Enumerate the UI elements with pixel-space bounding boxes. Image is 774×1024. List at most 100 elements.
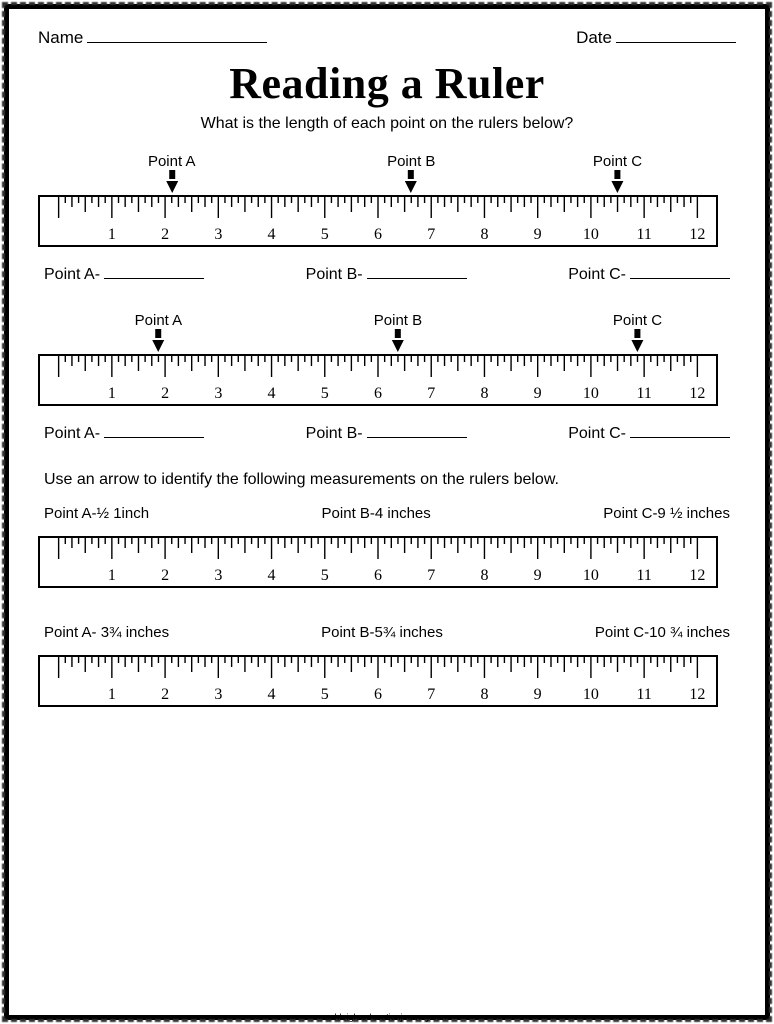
section-read-rulers: Point APoint BPoint C123456789101112Poin…	[38, 153, 736, 443]
svg-text:2: 2	[161, 385, 169, 402]
spacer	[38, 588, 736, 624]
svg-text:6: 6	[374, 385, 382, 402]
svg-text:11: 11	[636, 567, 651, 584]
marker-label: Point A	[148, 153, 196, 170]
answer-label: Point A-	[44, 266, 100, 284]
svg-text:12: 12	[689, 686, 705, 703]
svg-text:8: 8	[480, 385, 488, 402]
svg-text:7: 7	[427, 686, 435, 703]
marker-label: Point A	[135, 312, 183, 329]
svg-text:3: 3	[214, 385, 222, 402]
date-label: Date	[576, 28, 612, 48]
svg-text:9: 9	[534, 567, 542, 584]
ruler-svg: 123456789101112	[38, 354, 718, 406]
svg-text:9: 9	[534, 226, 542, 243]
svg-text:5: 5	[321, 385, 329, 402]
arrow-stem	[615, 170, 621, 179]
answer-label: Point A-	[44, 425, 100, 443]
page-title: Reading a Ruler	[38, 58, 736, 109]
name-label: Name	[38, 28, 83, 48]
svg-text:4: 4	[268, 385, 276, 402]
answer-blank[interactable]	[104, 265, 204, 279]
svg-text:10: 10	[583, 686, 599, 703]
svg-text:1: 1	[108, 686, 116, 703]
answer-blank[interactable]	[104, 424, 204, 438]
answer-blank[interactable]	[630, 265, 730, 279]
svg-text:12: 12	[689, 385, 705, 402]
targets-row: Point A-½ 1inchPoint B-4 inchesPoint C-9…	[44, 505, 730, 522]
header-line: Name Date	[38, 28, 736, 48]
ruler-marker: Point B	[374, 312, 422, 352]
name-blank[interactable]	[87, 29, 267, 43]
svg-text:4: 4	[268, 226, 276, 243]
arrow-down-icon	[405, 181, 417, 193]
arrow-down-icon	[631, 340, 643, 352]
svg-text:10: 10	[583, 226, 599, 243]
ruler-wrap: 123456789101112	[38, 354, 736, 406]
answer-blank[interactable]	[630, 424, 730, 438]
answer-label: Point C-	[568, 266, 626, 284]
date-field: Date	[576, 28, 736, 48]
svg-text:1: 1	[108, 226, 116, 243]
svg-text:6: 6	[374, 686, 382, 703]
svg-text:10: 10	[583, 567, 599, 584]
svg-text:9: 9	[534, 385, 542, 402]
marker-label: Point B	[387, 153, 435, 170]
target-label: Point B-5¾ inches	[321, 624, 443, 641]
svg-text:7: 7	[427, 226, 435, 243]
answer-field: Point C-	[568, 424, 730, 443]
date-blank[interactable]	[616, 29, 736, 43]
svg-text:6: 6	[374, 567, 382, 584]
svg-text:11: 11	[636, 385, 651, 402]
svg-text:10: 10	[583, 385, 599, 402]
arrow-stem	[634, 329, 640, 338]
marker-label: Point C	[613, 312, 662, 329]
answer-label: Point B-	[306, 266, 363, 284]
arrow-stem	[408, 170, 414, 179]
ruler-marker: Point C	[613, 312, 662, 352]
arrow-stem	[169, 170, 175, 179]
svg-text:6: 6	[374, 226, 382, 243]
svg-text:8: 8	[480, 226, 488, 243]
svg-text:4: 4	[268, 567, 276, 584]
ruler-marker: Point B	[387, 153, 435, 193]
marker-row: Point A Point B Point C	[38, 153, 736, 195]
ruler-marker: Point A	[148, 153, 196, 193]
svg-text:1: 1	[108, 385, 116, 402]
target-label: Point C-9 ½ inches	[603, 505, 730, 522]
marker-label: Point B	[374, 312, 422, 329]
answer-blank[interactable]	[367, 265, 467, 279]
section-identify-rulers: Point A-½ 1inchPoint B-4 inchesPoint C-9…	[38, 505, 736, 707]
svg-text:8: 8	[480, 567, 488, 584]
arrow-down-icon	[152, 340, 164, 352]
answer-field: Point A-	[44, 265, 204, 284]
target-label: Point C-10 ¾ inches	[595, 624, 730, 641]
arrow-down-icon	[166, 181, 178, 193]
ruler-svg: 123456789101112	[38, 536, 718, 588]
arrow-stem	[395, 329, 401, 338]
svg-text:2: 2	[161, 226, 169, 243]
arrow-stem	[155, 329, 161, 338]
ruler-block: Point APoint BPoint C123456789101112Poin…	[38, 312, 736, 443]
target-label: Point A- 3¾ inches	[44, 624, 169, 641]
marker-label: Point C	[593, 153, 642, 170]
answer-label: Point B-	[306, 425, 363, 443]
ruler-wrap: 123456789101112	[38, 195, 736, 247]
ruler-svg: 123456789101112	[38, 655, 718, 707]
svg-text:12: 12	[689, 567, 705, 584]
svg-text:1: 1	[108, 567, 116, 584]
svg-text:3: 3	[214, 686, 222, 703]
svg-text:5: 5	[321, 686, 329, 703]
svg-text:5: 5	[321, 226, 329, 243]
ruler-wrap: 123456789101112	[38, 655, 736, 707]
answers-row: Point A- Point B- Point C-	[44, 265, 730, 284]
question-text: What is the length of each point on the …	[38, 115, 736, 133]
answer-blank[interactable]	[367, 424, 467, 438]
svg-text:11: 11	[636, 686, 651, 703]
name-field: Name	[38, 28, 267, 48]
ruler-block: Point APoint BPoint C123456789101112Poin…	[38, 153, 736, 284]
answer-field: Point B-	[306, 265, 467, 284]
target-label: Point B-4 inches	[322, 505, 431, 522]
svg-text:5: 5	[321, 567, 329, 584]
answer-label: Point C-	[568, 425, 626, 443]
